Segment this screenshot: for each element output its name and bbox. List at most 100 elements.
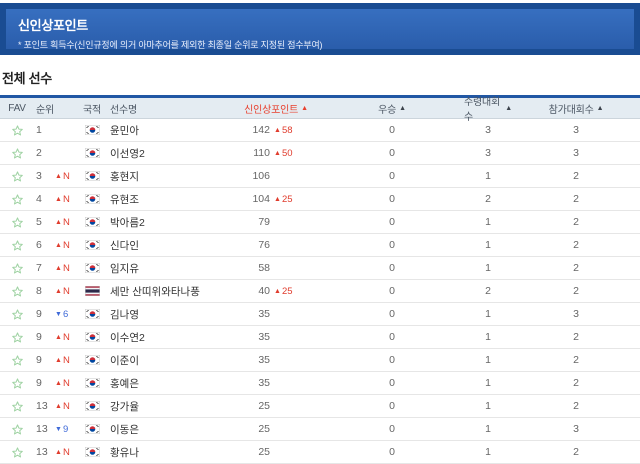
sort-arrow-icon: ▲ — [505, 104, 512, 112]
player-name[interactable]: 홍현지 — [110, 170, 139, 183]
favorite-star-icon[interactable] — [11, 423, 23, 435]
rank-change: ▲N — [55, 377, 70, 389]
player-name[interactable]: 홍예은 — [110, 377, 139, 390]
favorite-star-icon[interactable] — [11, 216, 23, 228]
table-row[interactable]: 13 ▲N 강가율 25 0 1 2 — [0, 395, 640, 418]
player-name[interactable]: 이동은 — [110, 423, 139, 436]
player-name[interactable]: 윤민아 — [110, 124, 139, 137]
table-row[interactable]: 13 ▼9 이동은 25 0 1 3 — [0, 418, 640, 441]
sort-arrow-icon: ▲ — [596, 104, 604, 112]
prize-events-value: 3 — [485, 124, 491, 136]
favorite-star-icon[interactable] — [11, 239, 23, 251]
sort-arrow-icon: ▲ — [399, 104, 406, 112]
table-row[interactable]: 4 ▲N 유현조 104 ▲25 0 2 2 — [0, 188, 640, 211]
rank-change: ▲N — [55, 239, 70, 251]
header-events-sort[interactable]: 참가대회수 ▲ — [512, 98, 640, 118]
player-name[interactable]: 유현조 — [110, 193, 139, 206]
rank-value: 13 — [36, 400, 48, 412]
player-name[interactable]: 강가율 — [110, 400, 139, 413]
kr-flag-icon — [84, 171, 100, 181]
favorite-star-icon[interactable] — [11, 170, 23, 182]
kr-flag-icon — [84, 309, 100, 319]
player-name[interactable]: 황유나 — [110, 446, 139, 459]
kr-flag-icon — [84, 424, 100, 434]
header-points-sort[interactable]: 신인상포인트 ▲ — [232, 98, 320, 118]
points-value: 25 — [258, 400, 270, 412]
rank-value: 4 — [36, 193, 42, 205]
events-value: 3 — [573, 423, 579, 435]
favorite-star-icon[interactable] — [11, 377, 23, 389]
prize-events-value: 1 — [485, 216, 491, 228]
player-name[interactable]: 이선영2 — [110, 147, 145, 160]
header-points-label: 신인상포인트 — [244, 104, 299, 116]
favorite-star-icon[interactable] — [11, 354, 23, 366]
table-row[interactable]: 9 ▲N 이수연2 35 0 1 2 — [0, 326, 640, 349]
page-banner-inner: 신인상포인트 * 포인트 획득수(신인규정에 의거 아마추어를 제외한 최종일 … — [6, 9, 634, 50]
table-row[interactable]: 8 ▲N 세만 산띠위와타나풍 40 ▲25 0 2 2 — [0, 280, 640, 303]
favorite-star-icon[interactable] — [11, 262, 23, 274]
prize-events-value: 1 — [485, 170, 491, 182]
points-value: 40 — [258, 285, 270, 297]
prize-events-value: 1 — [485, 331, 491, 343]
points-value: 35 — [258, 377, 270, 389]
events-value: 2 — [573, 170, 579, 182]
favorite-star-icon[interactable] — [11, 147, 23, 159]
table-row[interactable]: 7 ▲N 임지유 58 0 1 2 — [0, 257, 640, 280]
player-name[interactable]: 이준이 — [110, 354, 139, 367]
wins-value: 0 — [389, 446, 395, 458]
wins-value: 0 — [389, 354, 395, 366]
prize-events-value: 2 — [485, 193, 491, 205]
table-row[interactable]: 9 ▲N 홍예은 35 0 1 2 — [0, 372, 640, 395]
kr-flag-icon — [84, 378, 100, 388]
player-name[interactable]: 박아름2 — [110, 216, 145, 229]
events-value: 2 — [573, 400, 579, 412]
player-name[interactable]: 임지유 — [110, 262, 139, 275]
rank-value: 9 — [36, 377, 42, 389]
prize-events-value: 1 — [485, 400, 491, 412]
wins-value: 0 — [389, 308, 395, 320]
table-row[interactable]: 9 ▲N 이준이 35 0 1 2 — [0, 349, 640, 372]
player-name[interactable]: 이수연2 — [110, 331, 145, 344]
kr-flag-icon — [84, 355, 100, 365]
header-prize-events-sort[interactable]: 수령대회수 ▲ — [464, 97, 512, 123]
table-body: 1 윤민아 142 ▲58 0 3 3 2 이선영2 — [0, 119, 640, 464]
points-change: ▲25 — [274, 193, 293, 205]
wins-value: 0 — [389, 124, 395, 136]
th-flag-icon — [84, 286, 100, 296]
prize-events-value: 1 — [485, 308, 491, 320]
favorite-star-icon[interactable] — [11, 285, 23, 297]
events-value: 2 — [573, 216, 579, 228]
favorite-star-icon[interactable] — [11, 331, 23, 343]
events-value: 3 — [573, 124, 579, 136]
table-row[interactable]: 6 ▲N 신다인 76 0 1 2 — [0, 234, 640, 257]
header-wins-sort[interactable]: 우승 ▲ — [320, 98, 464, 118]
rank-change: ▲N — [55, 170, 70, 182]
table-row[interactable]: 2 이선영2 110 ▲50 0 3 3 — [0, 142, 640, 165]
header-player-name: 선수명 — [110, 104, 137, 116]
points-change: ▲25 — [274, 285, 293, 297]
kr-flag-icon — [84, 240, 100, 250]
sort-arrow-icon: ▲ — [301, 104, 308, 112]
rank-value: 5 — [36, 216, 42, 228]
kr-flag-icon — [84, 447, 100, 457]
kr-flag-icon — [84, 401, 100, 411]
player-name[interactable]: 김나영 — [110, 308, 139, 321]
favorite-star-icon[interactable] — [11, 446, 23, 458]
table-row[interactable]: 9 ▼6 김나영 35 0 1 3 — [0, 303, 640, 326]
points-value: 58 — [258, 262, 270, 274]
kr-flag-icon — [84, 263, 100, 273]
player-name[interactable]: 세만 산띠위와타나풍 — [110, 285, 200, 298]
favorite-star-icon[interactable] — [11, 400, 23, 412]
player-name[interactable]: 신다인 — [110, 239, 139, 252]
favorite-star-icon[interactable] — [11, 193, 23, 205]
favorite-star-icon[interactable] — [11, 308, 23, 320]
favorite-star-icon[interactable] — [11, 124, 23, 136]
table-row[interactable]: 5 ▲N 박아름2 79 0 1 2 — [0, 211, 640, 234]
table-row[interactable]: 1 윤민아 142 ▲58 0 3 3 — [0, 119, 640, 142]
points-value: 76 — [258, 239, 270, 251]
wins-value: 0 — [389, 423, 395, 435]
rank-value: 8 — [36, 285, 42, 297]
wins-value: 0 — [389, 331, 395, 343]
table-row[interactable]: 3 ▲N 홍현지 106 0 1 2 — [0, 165, 640, 188]
header-rank: 순위 — [36, 104, 54, 116]
